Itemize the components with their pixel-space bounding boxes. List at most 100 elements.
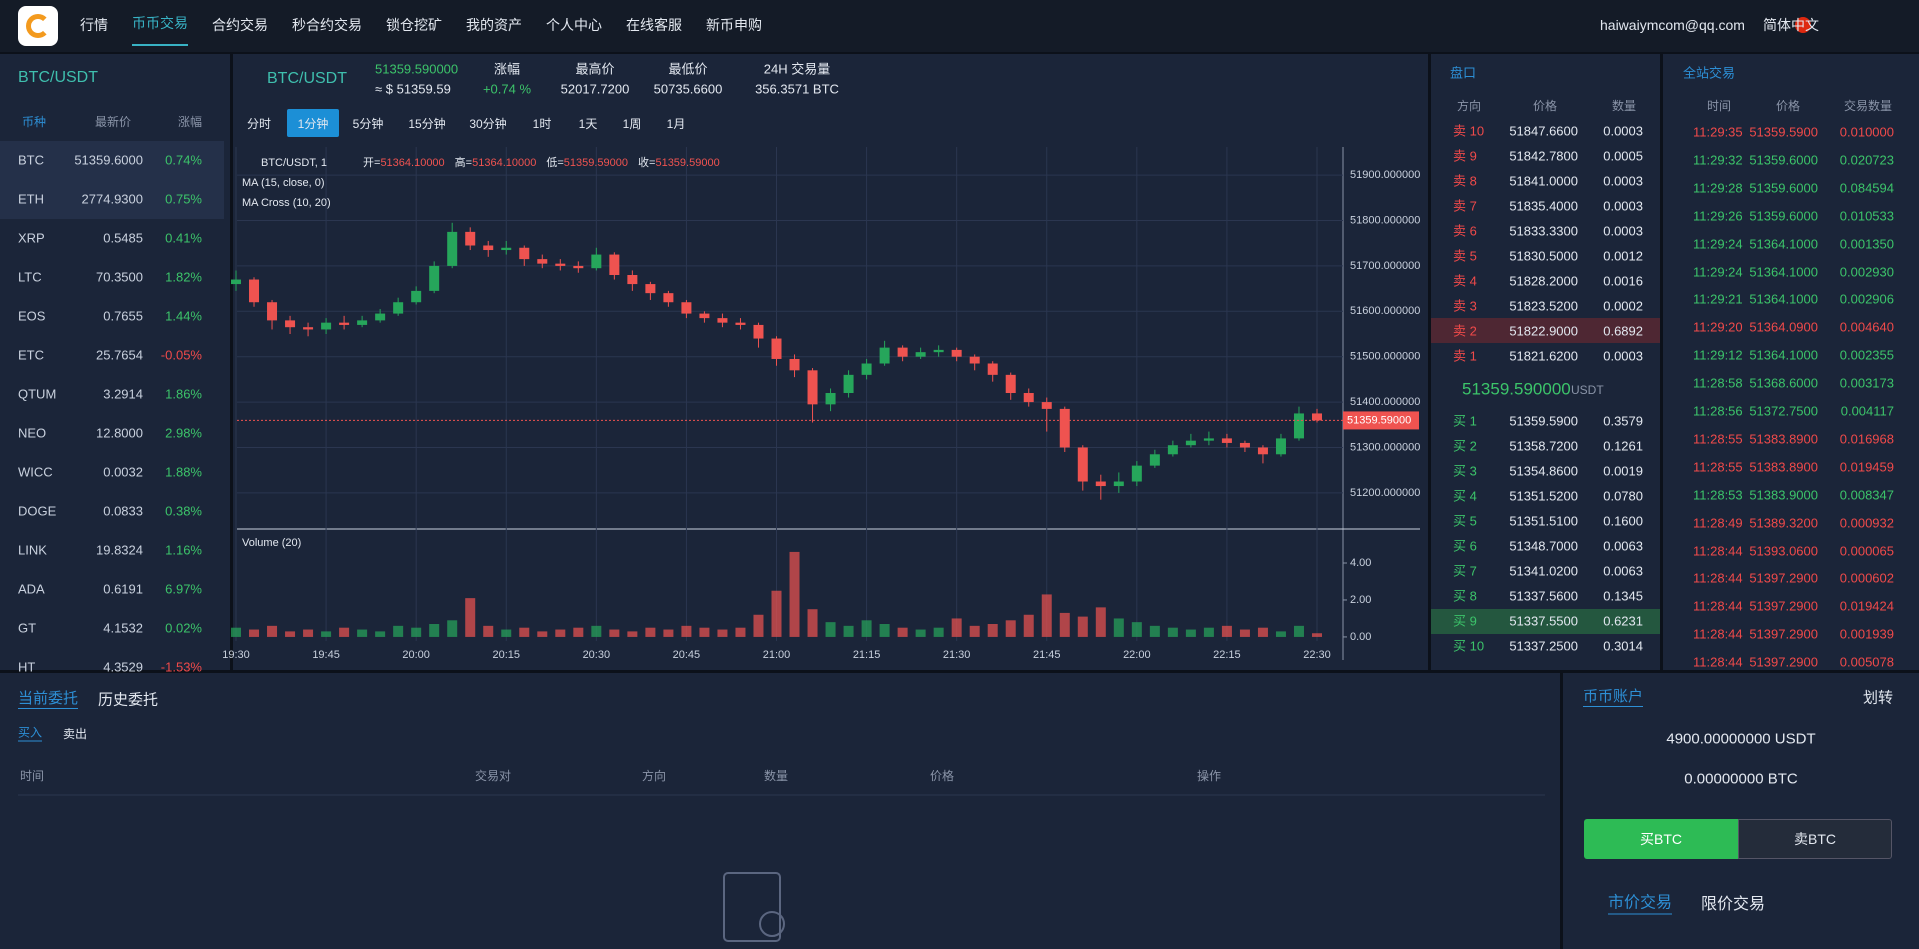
logo[interactable]: [18, 6, 58, 46]
nav-item[interactable]: 我的资产: [466, 17, 522, 33]
y-tick-label: 51200.000000: [1350, 487, 1420, 499]
market-symbol[interactable]: LINK: [18, 542, 47, 558]
market-symbol[interactable]: BTC: [18, 152, 44, 168]
nav-item[interactable]: 锁仓挖矿: [386, 17, 442, 33]
language[interactable]: 简体中文: [1763, 17, 1819, 33]
interval[interactable]: 分时: [246, 117, 272, 131]
stat-label: 涨幅: [493, 61, 521, 77]
buy-label[interactable]: 买BTC: [1640, 831, 1682, 847]
market-symbol[interactable]: XRP: [18, 230, 45, 246]
orders-subtab[interactable]: 卖出: [63, 727, 88, 741]
ask-highlight: [1431, 318, 1660, 343]
orders-subtab[interactable]: 买入: [18, 725, 43, 742]
trade-amount: 0.004640: [1839, 319, 1894, 335]
book-side: 买 4: [1453, 488, 1477, 504]
nav-item[interactable]: 新币申购: [706, 17, 762, 33]
buy-button[interactable]: [1584, 819, 1738, 859]
account-panel: [1563, 673, 1919, 949]
orders-tab[interactable]: 历史委托: [98, 691, 159, 709]
candle-body: [249, 279, 260, 303]
market-symbol[interactable]: LTC: [18, 269, 42, 285]
candle-body: [933, 349, 944, 353]
ohlc-label: 高=: [455, 155, 472, 169]
column-header: 时间: [20, 769, 45, 783]
trade-amount: 0.004117: [1840, 403, 1894, 419]
candle-body: [339, 322, 350, 325]
flag-icon: [1795, 17, 1811, 33]
nav-item[interactable]: 秒合约交易: [292, 17, 362, 33]
nav-item[interactable]: 个人中心: [546, 17, 602, 33]
interval[interactable]: 1时: [532, 117, 552, 131]
trade-time: 11:29:26: [1693, 208, 1743, 224]
book-price: 51354.8600: [1509, 463, 1578, 479]
sell-button[interactable]: [1738, 819, 1892, 859]
account-title[interactable]: 币币账户: [1583, 688, 1644, 707]
column-header: 方向: [1456, 99, 1482, 113]
trade-tab[interactable]: 市价交易: [1607, 895, 1673, 915]
trade-tab[interactable]: 限价交易: [1700, 896, 1766, 913]
candle-body: [825, 393, 836, 405]
candle-body: [357, 320, 368, 325]
trade-time: 11:28:55: [1693, 431, 1743, 447]
transfer-link[interactable]: 划转: [1862, 689, 1893, 707]
market-symbol[interactable]: QTUM: [18, 386, 57, 402]
book-price: 51337.5500: [1509, 613, 1578, 629]
nav-item[interactable]: 在线客服: [626, 17, 682, 33]
orders-tab[interactable]: 当前委托: [18, 690, 79, 709]
trade-price: 51397.2900: [1749, 570, 1818, 586]
candle-body: [591, 254, 602, 269]
column-header: 价格: [930, 769, 955, 783]
market-symbol[interactable]: ETC: [18, 347, 44, 363]
user-email[interactable]: haiwaiymcom@qq.com: [1600, 17, 1745, 33]
interval[interactable]: 1周: [622, 117, 642, 131]
book-side: 买 7: [1453, 563, 1477, 579]
candle-body: [555, 263, 566, 266]
volume-title: Volume (20): [242, 537, 301, 549]
nav-item[interactable]: 合约交易: [212, 17, 268, 33]
trade-time: 11:28:53: [1693, 487, 1743, 503]
book-amount: 0.0003: [1603, 348, 1643, 364]
interval[interactable]: 15分钟: [408, 117, 446, 131]
trade-amount: 0.001350: [1839, 236, 1894, 252]
market-change: 0.74%: [165, 152, 202, 168]
sell-label[interactable]: 卖BTC: [1794, 831, 1836, 847]
market-symbol[interactable]: ETH: [18, 191, 44, 207]
nav-item[interactable]: 行情: [80, 17, 108, 33]
candle-body: [537, 259, 548, 264]
interval[interactable]: 30分钟: [469, 117, 507, 131]
study-label: MA (15, close, 0): [242, 177, 325, 189]
market-symbol[interactable]: ADA: [18, 581, 45, 597]
nav-item[interactable]: 币币交易: [132, 16, 188, 46]
candle-body: [645, 284, 656, 294]
candle-body: [681, 302, 692, 314]
column-header: 数量: [1611, 99, 1637, 113]
trade-amount: 0.010000: [1839, 124, 1894, 140]
market-symbol[interactable]: HT: [18, 659, 36, 675]
book-side: 卖 7: [1453, 198, 1477, 214]
market-price: 3.2914: [103, 386, 143, 402]
trade-amount: 0.084594: [1839, 180, 1894, 196]
trade-time: 11:29:35: [1693, 124, 1743, 140]
volume-bar: [339, 627, 350, 637]
y-tick-label: 51400.000000: [1350, 396, 1420, 408]
volume-bar: [1023, 614, 1034, 637]
market-symbol[interactable]: DOGE: [18, 503, 57, 519]
market-symbol[interactable]: GT: [18, 620, 37, 636]
market-price: 0.5485: [103, 230, 143, 246]
book-amount: 0.0003: [1603, 123, 1643, 139]
book-price: 51337.2500: [1509, 638, 1578, 654]
interval[interactable]: 1天: [578, 117, 598, 131]
interval[interactable]: 1月: [666, 117, 686, 131]
interval[interactable]: 5分钟: [352, 117, 384, 131]
volume-bar: [753, 614, 764, 637]
market-symbol[interactable]: WICC: [18, 464, 53, 480]
interval-active[interactable]: [287, 109, 339, 137]
interval[interactable]: 1分钟: [297, 117, 329, 131]
book-amount: 0.0002: [1603, 298, 1643, 314]
market-symbol[interactable]: NEO: [18, 425, 47, 441]
book-side: 买 1: [1453, 413, 1477, 429]
stat-value: 356.3571 BTC: [755, 81, 839, 97]
candle-body: [1005, 374, 1016, 394]
market-symbol[interactable]: EOS: [18, 308, 46, 324]
